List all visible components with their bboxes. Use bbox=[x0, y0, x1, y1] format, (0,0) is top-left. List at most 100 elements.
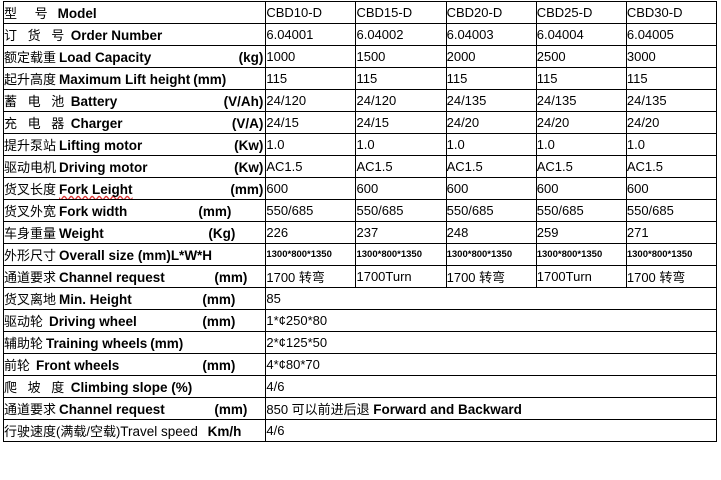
cell-value: 24/120 bbox=[355, 89, 447, 112]
cell-value: 550/685 bbox=[445, 199, 537, 222]
label-en: Training wheels bbox=[46, 336, 148, 351]
label-unit: (V/A) bbox=[231, 116, 264, 131]
column-header-1: CBD10-D bbox=[265, 1, 357, 24]
table-row: 货叉长度 Fork Leight (mm) 600 600 600 600 60… bbox=[2, 177, 718, 200]
label-en: Charger bbox=[70, 116, 123, 131]
cell-value: 115 bbox=[625, 67, 718, 90]
row-label-climbing-slope: 爬 坡 度 Climbing slope (%) bbox=[2, 375, 267, 398]
label-cn: 驱动轮 bbox=[4, 314, 44, 329]
label-en: Battery bbox=[70, 94, 118, 109]
cell-value: 550/685 bbox=[625, 199, 718, 222]
label-unit: (mm) bbox=[202, 314, 236, 329]
table-row: 蓄 电 池 Battery (V/Ah) 24/120 24/120 24/13… bbox=[2, 89, 718, 112]
row-label-channel-request-turn: 通道要求 Channel request (mm) bbox=[2, 265, 267, 288]
cell-value: 271 bbox=[625, 221, 718, 244]
cell-value: 1300*800*1350 bbox=[265, 243, 357, 266]
label-en: Overall size (mm)L*W*H bbox=[59, 248, 213, 263]
cell-value: 6.04004 bbox=[535, 23, 627, 46]
label-unit: (Kw) bbox=[234, 160, 264, 175]
cell-value: AC1.5 bbox=[445, 155, 537, 178]
cell-value: 1300*800*1350 bbox=[445, 243, 537, 266]
column-header-2: CBD15-D bbox=[355, 1, 447, 24]
cell-value: 6.04003 bbox=[445, 23, 537, 46]
label-en: Maximum Lift height bbox=[59, 72, 191, 87]
cell-value: 1700 转弯 bbox=[265, 265, 357, 288]
cell-value: 550/685 bbox=[355, 199, 447, 222]
row-label-travel-speed: 行驶速度(满载/空载) Travel speed Km/h bbox=[2, 419, 267, 442]
cell-value: 6.04002 bbox=[355, 23, 447, 46]
cell-value: 1700 转弯 bbox=[445, 265, 537, 288]
row-label-load-capacity: 额定载重 Load Capacity (kg) bbox=[2, 45, 267, 68]
cell-value: 1.0 bbox=[265, 133, 357, 156]
label-en: Channel request bbox=[59, 402, 165, 417]
table-row: 起升高度 Maximum Lift height (mm) 115 115 11… bbox=[2, 67, 718, 90]
cell-value: 248 bbox=[445, 221, 537, 244]
cell-value: 6.04001 bbox=[265, 23, 357, 46]
cell-value: 1.0 bbox=[535, 133, 627, 156]
table-row: 前轮 Front wheels (mm) 4*¢80*70 bbox=[2, 353, 717, 376]
label-cn: 额定载重 bbox=[4, 50, 57, 65]
row-label-overall-size: 外形尺寸 Overall size (mm)L*W*H bbox=[2, 243, 267, 266]
cell-value: 24/135 bbox=[535, 89, 627, 112]
cell-value: 226 bbox=[265, 221, 357, 244]
column-header-4: CBD25-D bbox=[535, 1, 627, 24]
label-en: Driving wheel bbox=[49, 314, 137, 329]
specification-table: 型 号 Model CBD10-D CBD15-D CBD20-D CBD25-… bbox=[2, 1, 718, 442]
cell-value: 24/20 bbox=[625, 111, 718, 134]
cell-value: 24/20 bbox=[535, 111, 627, 134]
table-row: 充 电 器 Charger (V/A) 24/15 24/15 24/20 24… bbox=[2, 111, 718, 134]
label-unit: (mm) bbox=[202, 358, 236, 373]
label-unit: (mm) bbox=[193, 72, 227, 87]
cell-value: 1.0 bbox=[625, 133, 718, 156]
table-row: 行驶速度(满载/空载) Travel speed Km/h 4/6 bbox=[2, 419, 717, 442]
label-unit: (mm) bbox=[198, 204, 232, 219]
cell-value-merged: 2*¢125*50 bbox=[265, 331, 717, 354]
label-en: Model bbox=[57, 6, 97, 21]
label-unit: (mm) bbox=[230, 182, 264, 197]
label-en: Channel request bbox=[59, 270, 165, 285]
label-cn: 行驶速度(满载/空载) bbox=[4, 424, 121, 439]
table-row: 驱动轮 Driving wheel (mm) 1*¢250*80 bbox=[2, 309, 717, 332]
cell-value: 237 bbox=[355, 221, 447, 244]
label-cn: 通道要求 bbox=[4, 402, 57, 417]
label-en: Lifting motor bbox=[59, 138, 143, 153]
label-unit: (mm) bbox=[214, 402, 248, 417]
label-cn: 充 电 器 bbox=[4, 116, 68, 131]
cell-value: AC1.5 bbox=[265, 155, 357, 178]
label-cn: 货叉长度 bbox=[4, 182, 57, 197]
table-row: 通道要求 Channel request (mm) 1700 转弯 1700Tu… bbox=[2, 265, 718, 288]
cell-value: 24/135 bbox=[445, 89, 537, 112]
label-en: Load Capacity bbox=[59, 50, 152, 65]
cell-value-merged: 4/6 bbox=[265, 375, 717, 398]
label-unit: (mm) bbox=[202, 292, 236, 307]
label-cn: 订 货 号 bbox=[4, 28, 68, 43]
label-cn: 提升泵站 bbox=[4, 138, 57, 153]
label-en: Order Number bbox=[70, 28, 163, 43]
cell-value: AC1.5 bbox=[355, 155, 447, 178]
label-en: Driving motor bbox=[59, 160, 148, 175]
cell-value: 24/15 bbox=[265, 111, 357, 134]
label-cn: 通道要求 bbox=[4, 270, 57, 285]
cell-value: 1300*800*1350 bbox=[355, 243, 447, 266]
table-header-row: 型 号 Model CBD10-D CBD15-D CBD20-D CBD25-… bbox=[2, 1, 718, 24]
cell-value: 2000 bbox=[445, 45, 537, 68]
label-en: Front wheels bbox=[36, 358, 120, 373]
table-row: 通道要求 Channel request (mm) 850 可以前进后退 For… bbox=[2, 397, 717, 420]
cell-value: 600 bbox=[265, 177, 357, 200]
label-en: Fork Leight bbox=[59, 182, 133, 197]
row-label-charger: 充 电 器 Charger (V/A) bbox=[2, 111, 267, 134]
column-header-3: CBD20-D bbox=[445, 1, 537, 24]
merged-value-cn: 850 可以前进后退 bbox=[266, 402, 374, 417]
cell-value: 6.04005 bbox=[625, 23, 718, 46]
label-unit: (Kg) bbox=[208, 226, 236, 241]
cell-value: 1000 bbox=[265, 45, 357, 68]
cell-value-merged: 1*¢250*80 bbox=[265, 309, 717, 332]
label-cn: 货叉离地 bbox=[4, 292, 57, 307]
cell-value: 550/685 bbox=[265, 199, 357, 222]
label-cn: 蓄 电 池 bbox=[4, 94, 68, 109]
label-cn: 辅助轮 bbox=[4, 336, 44, 351]
cell-value: 1300*800*1350 bbox=[625, 243, 718, 266]
row-label-channel-request-travel: 通道要求 Channel request (mm) bbox=[2, 397, 267, 420]
row-label-driving-motor: 驱动电机 Driving motor (Kw) bbox=[2, 155, 267, 178]
table-row: 外形尺寸 Overall size (mm)L*W*H 1300*800*135… bbox=[2, 243, 718, 266]
